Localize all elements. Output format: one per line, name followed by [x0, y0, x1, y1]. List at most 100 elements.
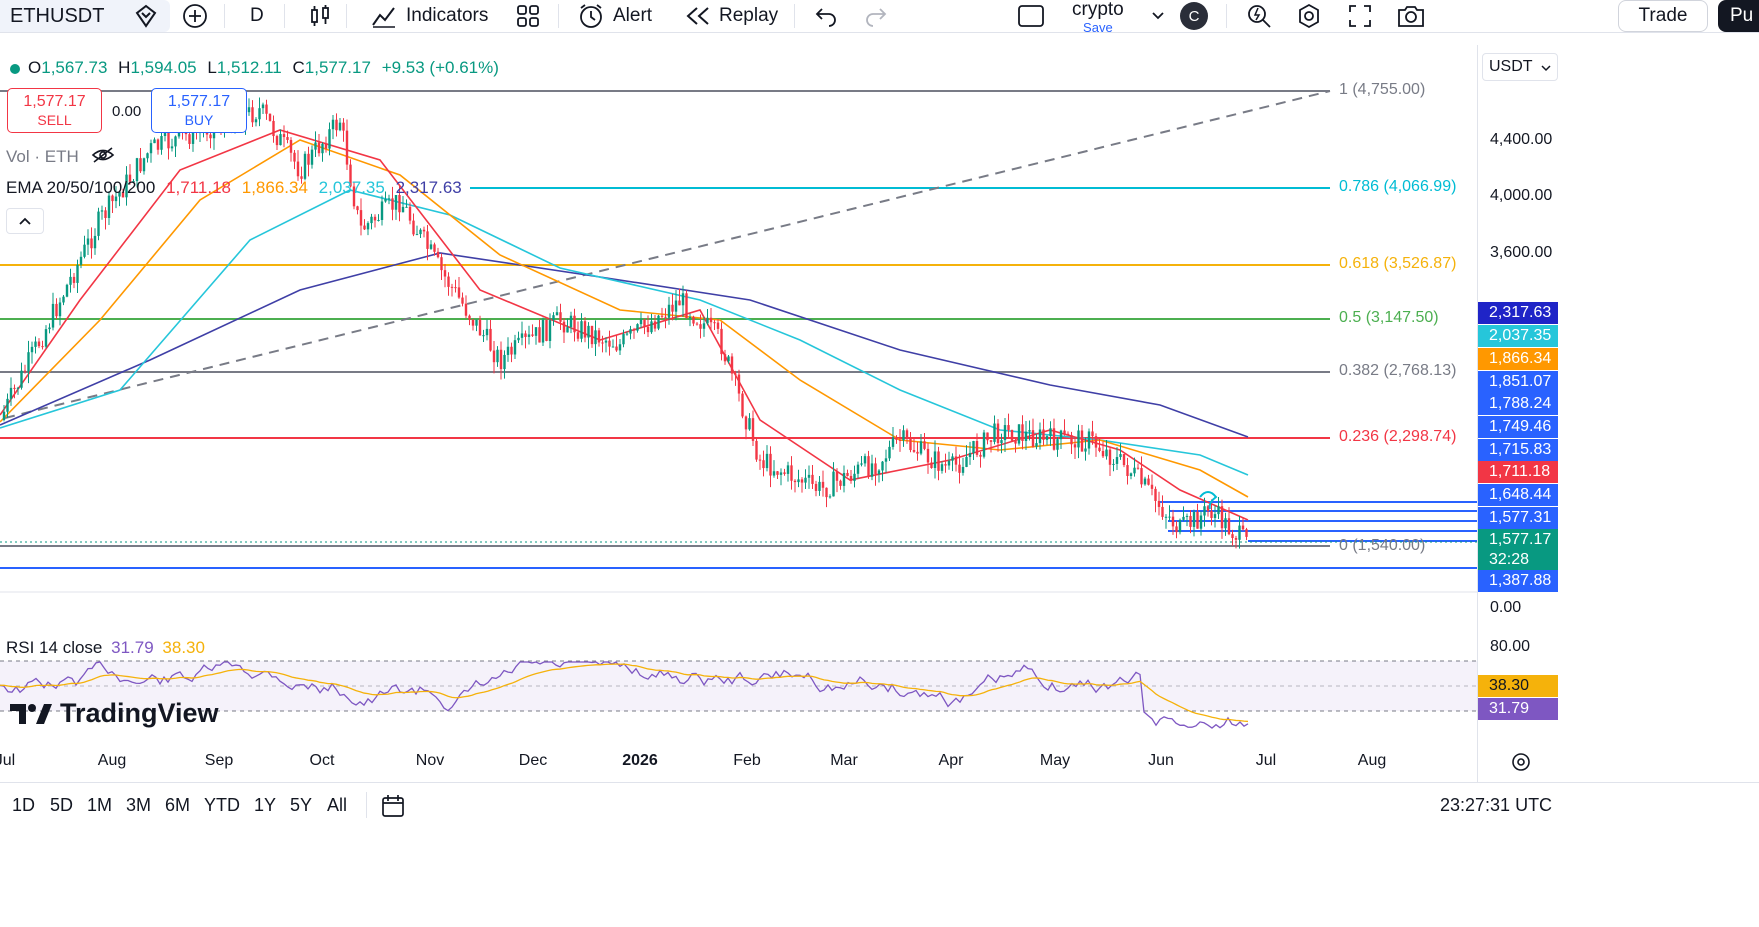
candle-body: [251, 107, 254, 123]
layout-name-button[interactable]: crypto Save: [1072, 0, 1124, 34]
axis-settings-icon[interactable]: [1510, 751, 1532, 778]
candle-body: [751, 418, 755, 441]
sell-button[interactable]: 1,577.17 SELL: [7, 88, 102, 133]
replay-button[interactable]: Replay: [685, 0, 778, 32]
range-button-1m[interactable]: 1M: [87, 795, 113, 815]
range-button-1d[interactable]: 1D: [12, 795, 36, 815]
fib-label-0618: 0.618 (3,526.87): [1339, 255, 1457, 272]
candle-body: [405, 206, 408, 208]
calendar-goto-icon[interactable]: [380, 793, 406, 824]
utc-clock[interactable]: 23:27:31 UTC: [1440, 795, 1553, 815]
candle-body: [174, 136, 177, 147]
trend-line: [4, 90, 1331, 419]
indicators-button[interactable]: Indicators: [370, 0, 488, 32]
candle-body: [762, 460, 765, 469]
candle-body: [1014, 440, 1017, 444]
candle-body: [415, 234, 419, 236]
candle-body: [636, 324, 639, 331]
candle-body: [912, 450, 916, 452]
range-button-all[interactable]: All: [327, 795, 348, 815]
range-button-ytd[interactable]: YTD: [204, 795, 240, 815]
candle-body: [76, 264, 79, 283]
candle-body: [524, 333, 527, 337]
candle-body: [65, 284, 69, 297]
add-symbol-icon[interactable]: [182, 0, 208, 32]
candle-body: [433, 244, 436, 252]
candle-body: [1238, 525, 1241, 540]
compare-symbol-icon[interactable]: [133, 0, 159, 32]
candle-body: [790, 465, 793, 481]
eye-hidden-icon[interactable]: [91, 146, 115, 169]
alert-button[interactable]: Alert: [577, 0, 652, 32]
trade-button[interactable]: Trade: [1618, 0, 1708, 32]
candle-body: [104, 210, 107, 218]
candle-body: [30, 346, 34, 353]
candle-body: [727, 356, 730, 362]
candle-body: [1084, 448, 1087, 452]
candle-body: [58, 302, 62, 317]
candle-body: [552, 315, 555, 321]
candle-body: [282, 134, 286, 138]
candle-body: [982, 432, 986, 457]
candle-body: [370, 216, 373, 224]
chevron-down-icon[interactable]: [1150, 0, 1166, 32]
symbol-search[interactable]: ETHUSDT: [0, 0, 170, 32]
candle-body: [149, 143, 153, 154]
layout-select-icon[interactable]: [1017, 0, 1045, 32]
candle-body: [776, 471, 779, 475]
candle-body: [188, 134, 191, 144]
candle-body: [1087, 431, 1091, 449]
candle-body: [993, 423, 996, 442]
candle-body: [664, 316, 667, 318]
candle-body: [513, 340, 517, 355]
candle-body: [769, 453, 772, 476]
candle-body: [160, 136, 163, 150]
candle-body: [503, 354, 506, 370]
candles-icon[interactable]: [308, 0, 332, 32]
range-button-3m[interactable]: 3M: [126, 795, 152, 815]
candle-body: [506, 346, 510, 355]
candle-body: [671, 304, 674, 312]
candle-body: [723, 354, 727, 362]
range-button-5d[interactable]: 5D: [50, 795, 74, 815]
candle-body: [69, 276, 72, 285]
currency-select[interactable]: USDT: [1482, 53, 1558, 81]
collapse-legend-button[interactable]: [6, 208, 44, 234]
candle-body: [1203, 506, 1206, 516]
fullscreen-icon[interactable]: [1348, 0, 1372, 32]
candle-body: [1133, 467, 1136, 474]
publish-label: Pu: [1730, 5, 1754, 26]
candle-body: [765, 453, 769, 469]
range-button-1y[interactable]: 1Y: [254, 795, 277, 815]
low-value: 1,512.11: [216, 58, 282, 77]
camera-icon[interactable]: [1396, 0, 1426, 32]
ema20-value: 1,711.18: [166, 178, 231, 197]
publish-button[interactable]: Pu: [1718, 0, 1759, 32]
user-avatar[interactable]: C: [1180, 0, 1208, 32]
buy-button[interactable]: 1,577.17 BUY: [151, 88, 247, 133]
candle-body: [328, 129, 331, 149]
range-button-6m[interactable]: 6M: [165, 795, 191, 815]
bottom-toolbar: [0, 782, 1759, 827]
candle-body: [300, 176, 303, 179]
candle-body: [436, 251, 440, 258]
alert-label: Alert: [613, 5, 653, 26]
time-label: Jun: [1148, 752, 1174, 769]
undo-icon[interactable]: [814, 0, 838, 32]
templates-icon[interactable]: [516, 0, 540, 32]
interval-button[interactable]: D: [250, 0, 264, 32]
candle-body: [1059, 430, 1063, 440]
candle-body: [342, 122, 345, 131]
quick-search-icon[interactable]: [1246, 0, 1272, 32]
candle-body: [471, 319, 475, 326]
candle-body: [1196, 511, 1199, 529]
redo-icon[interactable]: [864, 0, 888, 32]
candle-body: [366, 223, 370, 230]
range-button-5y[interactable]: 5Y: [290, 795, 313, 815]
tradingview-logo: TradingView: [10, 698, 219, 729]
candle-body: [422, 229, 426, 232]
candle-body: [734, 373, 737, 375]
chart-canvas[interactable]: [0, 45, 1478, 782]
buy-price: 1,577.17: [167, 93, 231, 110]
settings-gear-icon[interactable]: [1296, 0, 1322, 32]
